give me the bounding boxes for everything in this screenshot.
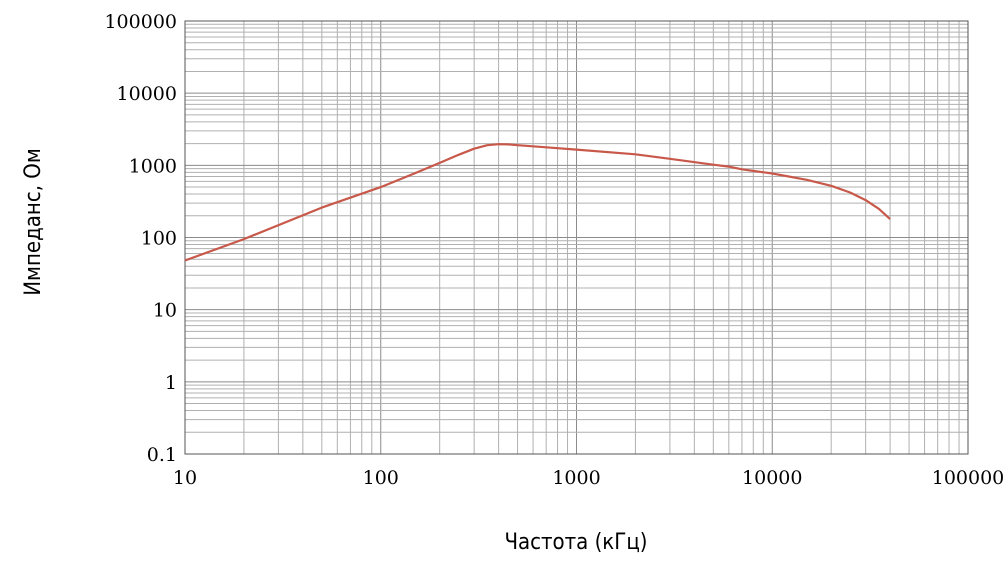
y-tick-labels: 0.1 1 10 100 1000 10000 100000	[104, 11, 177, 466]
x-tick-labels: 10 100 1000 10000 100000	[173, 467, 1004, 489]
impedance-series-line	[184, 143, 891, 262]
y-tick-label: 10000	[117, 83, 177, 105]
plot-frame	[184, 20, 969, 455]
x-tick-label: 1000	[552, 467, 600, 489]
grid	[184, 21, 968, 455]
y-tick-label: 100000	[104, 11, 177, 33]
x-tick-label: 100000	[932, 467, 1005, 489]
y-tick-label: 100	[141, 228, 177, 250]
y-axis-title: Импеданс, Ом	[21, 148, 46, 296]
y-tick-label: 1000	[129, 155, 177, 177]
x-axis-title: Частота (кГц)	[504, 530, 647, 555]
series-layer	[184, 143, 891, 262]
x-tick-label: 10	[173, 467, 197, 489]
y-tick-label: 10	[153, 300, 177, 322]
x-tick-label: 10000	[742, 467, 802, 489]
y-tick-label: 1	[165, 372, 177, 394]
x-tick-label: 100	[363, 467, 399, 489]
y-tick-label: 0.1	[147, 444, 177, 466]
